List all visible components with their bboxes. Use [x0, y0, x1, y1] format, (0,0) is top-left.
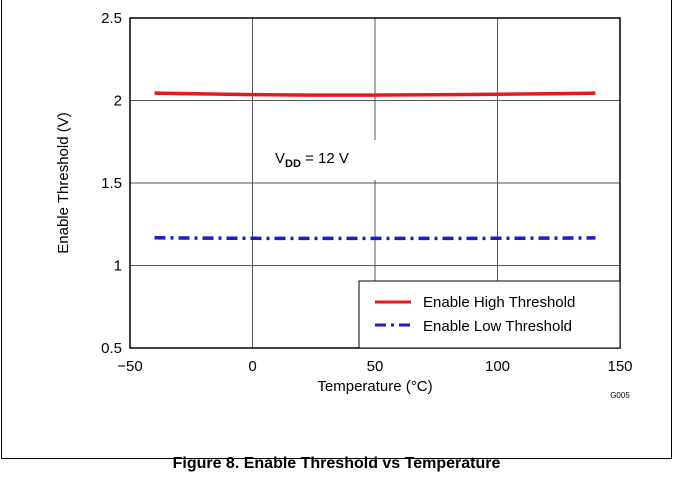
x-tick-label: −50: [117, 358, 142, 375]
y-tick-labels: 0.5 1 1.5 2 2.5: [101, 10, 122, 357]
figure-caption: Figure 8. Enable Threshold vs Temperatur…: [172, 455, 501, 472]
x-tick-label: 50: [367, 358, 384, 375]
y-tick-label: 1.5: [101, 175, 122, 192]
vdd-annotation: VDD = 12 V: [258, 140, 376, 180]
x-tick-label: 0: [248, 358, 256, 375]
y-axis-title: Enable Threshold (V): [55, 112, 72, 253]
series-line-0: [154, 91, 596, 97]
legend-box: [358, 280, 621, 349]
legend: Enable High Threshold Enable Low Thresho…: [358, 280, 621, 349]
frame-left-border: [1, 0, 2, 459]
annotation-background: [258, 140, 376, 180]
x-tick-label: 150: [607, 358, 632, 375]
frame-bottom-border: [1, 458, 672, 459]
legend-label-low: Enable Low Threshold: [423, 318, 572, 335]
frame-right-border: [671, 0, 672, 459]
x-axis-title: Temperature (°C): [317, 378, 432, 395]
vdd-prefix: V: [275, 150, 285, 167]
y-tick-label: 2.5: [101, 10, 122, 27]
figure-code: G005: [610, 391, 630, 400]
series-lines: [154, 91, 596, 241]
legend-label-high: Enable High Threshold: [423, 294, 575, 311]
chart: −50 0 50 100 150 0.5 1 1.5 2 2.5 Temperature (°C…: [55, 10, 633, 400]
y-tick-label: 0.5: [101, 340, 122, 357]
vdd-suffix: = 12 V: [301, 150, 349, 167]
y-tick-label: 2: [114, 93, 122, 110]
y-tick-label: 1: [114, 258, 122, 275]
vdd-label: VDD = 12 V: [275, 150, 349, 170]
x-tick-labels: −50 0 50 100 150: [117, 358, 632, 375]
series-line-1: [154, 236, 596, 241]
vdd-subscript: DD: [285, 158, 301, 170]
x-tick-label: 100: [485, 358, 510, 375]
grid-lines: [130, 18, 620, 348]
